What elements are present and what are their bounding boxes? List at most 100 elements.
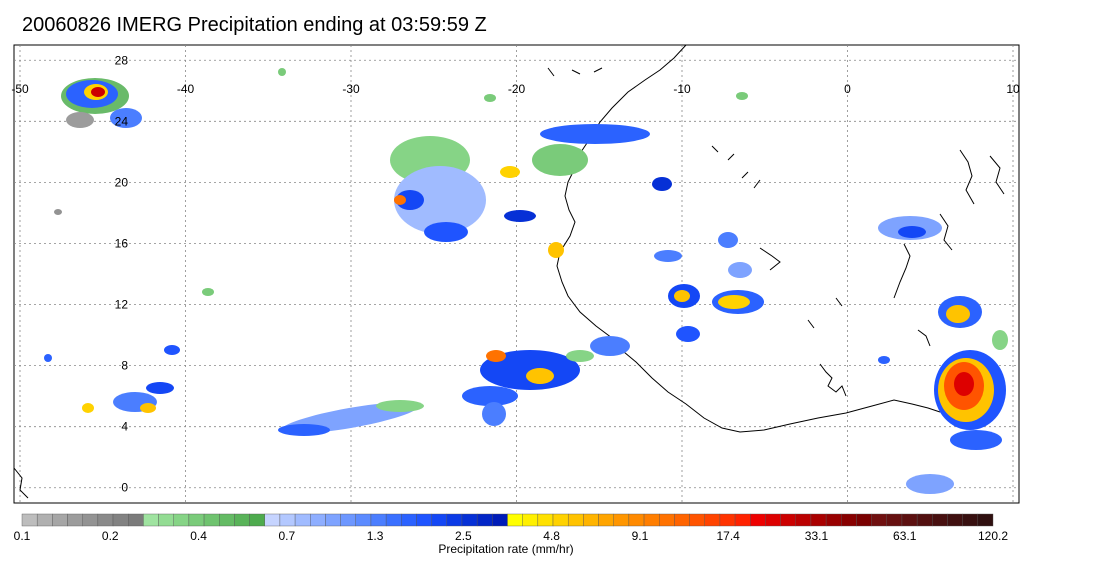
lat-tick-label: 16 [115, 236, 129, 250]
lat-tick-label: 12 [115, 298, 129, 312]
colorbar-swatch [173, 513, 190, 527]
colorbar-tick-label: 0.2 [102, 529, 119, 543]
colorbar-swatch [932, 513, 948, 527]
colorbar-swatch [112, 513, 129, 527]
colorbar-swatch [643, 513, 660, 527]
colorbar-swatch [67, 513, 83, 527]
colorbar-swatch [219, 513, 235, 527]
colorbar [21, 513, 994, 527]
colorbar-swatch [871, 513, 887, 527]
colorbar-swatch [264, 513, 281, 527]
colorbar-swatch [916, 513, 933, 527]
colorbar-swatch [810, 513, 827, 527]
colorbar-swatch [143, 513, 159, 527]
lat-tick-label: 0 [121, 481, 128, 495]
lat-tick-label: 8 [121, 359, 128, 373]
colorbar-tick-label: 1.3 [367, 529, 384, 543]
map-frame [13, 44, 1020, 504]
colorbar-swatch [401, 513, 417, 527]
colorbar-tick-labels: 0.1 0.2 0.4 0.7 1.3 2.5 4.8 9.1 17.4 33.1 63.1 120.… [14, 529, 1009, 543]
colorbar-swatch [294, 513, 311, 527]
colorbar-swatch [962, 513, 979, 527]
colorbar-tick-label: 4.8 [543, 529, 560, 543]
colorbar-swatch [158, 513, 174, 527]
colorbar-swatch [552, 513, 569, 527]
colorbar-tick-label: 2.5 [455, 529, 472, 543]
colorbar-tick-label: 120.2 [978, 529, 1008, 543]
colorbar-swatch [719, 513, 736, 527]
colorbar-swatch [188, 513, 205, 527]
colorbar-swatch [325, 513, 341, 527]
lon-tick-label: -30 [342, 82, 360, 96]
colorbar-swatch [36, 513, 53, 527]
colorbar-tick-label: 0.7 [278, 529, 295, 543]
colorbar-swatch [431, 513, 448, 527]
colorbar-swatch [537, 513, 554, 527]
colorbar-tick-label: 17.4 [717, 529, 741, 543]
colorbar-swatch [598, 513, 614, 527]
colorbar-swatch [385, 513, 402, 527]
colorbar-swatch [886, 513, 903, 527]
colorbar-swatch [977, 513, 994, 527]
lat-tick-label: 24 [115, 114, 129, 128]
lat-tick-label: 20 [115, 175, 129, 189]
colorbar-swatch [841, 513, 857, 527]
colorbar-swatch [203, 513, 220, 527]
colorbar-swatch [279, 513, 296, 527]
colorbar-swatch [82, 513, 99, 527]
colorbar-swatch [416, 513, 432, 527]
gridlines [14, 45, 1019, 503]
lat-tick-label: 4 [121, 420, 128, 434]
colorbar-swatch [567, 513, 584, 527]
colorbar-swatch [234, 513, 250, 527]
colorbar-tick-label: 33.1 [805, 529, 829, 543]
colorbar-tick-label: 9.1 [632, 529, 649, 543]
lon-tick-label: 0 [844, 82, 851, 96]
colorbar-swatch [689, 513, 705, 527]
colorbar-swatch [340, 513, 356, 527]
colorbar-swatch [659, 513, 675, 527]
lon-tick-label: 10 [1006, 82, 1020, 96]
colorbar-swatch [446, 513, 463, 527]
lon-tick-label: -40 [177, 82, 195, 96]
map-title: 20060826 IMERG Precipitation ending at 0… [22, 14, 487, 36]
colorbar-swatch [21, 513, 38, 527]
colorbar-swatch [765, 513, 781, 527]
colorbar-swatch [370, 513, 387, 527]
lat-tick-label: 28 [115, 53, 129, 67]
colorbar-swatch [249, 513, 265, 527]
colorbar-title: Precipitation rate (mm/hr) [438, 542, 574, 556]
colorbar-swatch [522, 513, 539, 527]
lon-tick-label: -10 [673, 82, 691, 96]
colorbar-swatch [780, 513, 796, 527]
colorbar-swatch [583, 513, 599, 527]
colorbar-swatch [674, 513, 690, 527]
colorbar-swatch [492, 513, 508, 527]
colorbar-swatch [628, 513, 645, 527]
colorbar-swatch [128, 513, 144, 527]
colorbar-swatch [856, 513, 872, 527]
colorbar-swatch [704, 513, 721, 527]
lon-tick-label: -20 [508, 82, 526, 96]
latitude-labels: 28 24 20 16 12 8 4 0 [115, 53, 129, 494]
colorbar-swatch [825, 513, 842, 527]
colorbar-swatch [901, 513, 918, 527]
colorbar-tick-label: 0.1 [14, 529, 31, 543]
colorbar-swatch [947, 513, 963, 527]
colorbar-swatch [52, 513, 68, 527]
colorbar-swatch [476, 513, 493, 527]
precipitation-field [44, 68, 1008, 494]
colorbar-swatch [97, 513, 114, 527]
longitude-labels: -50 -40 -30 -20 -10 0 10 [11, 82, 1020, 96]
colorbar-swatch [355, 513, 372, 527]
colorbar-swatch [507, 513, 523, 527]
colorbar-swatch [734, 513, 751, 527]
colorbar-swatch [613, 513, 630, 527]
colorbar-swatch [461, 513, 478, 527]
colorbar-swatch [310, 513, 326, 527]
colorbar-tick-label: 0.4 [190, 529, 207, 543]
colorbar-tick-label: 63.1 [893, 529, 917, 543]
colorbar-swatch [795, 513, 812, 527]
colorbar-swatch [750, 513, 766, 527]
